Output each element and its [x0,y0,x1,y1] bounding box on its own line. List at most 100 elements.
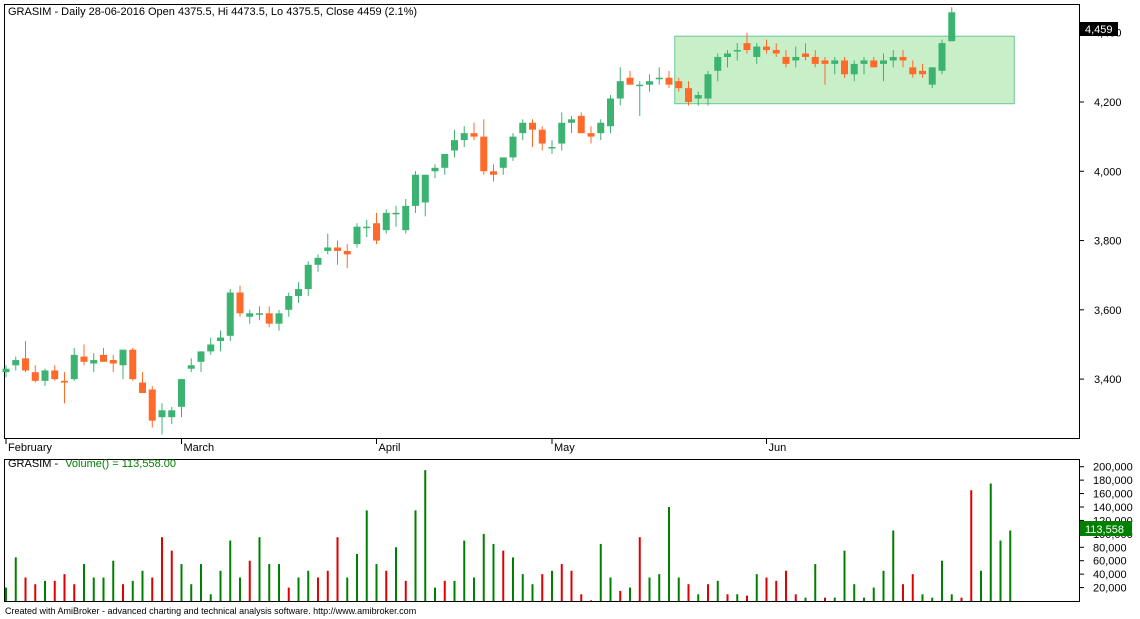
footer-credit: Created with AmiBroker - advanced charti… [5,606,417,616]
candle-54 [529,119,536,148]
candle-body [909,67,917,75]
candle-10 [100,347,107,362]
candle-58 [568,115,575,134]
candle-69 [675,77,683,92]
candle-body [460,133,468,141]
candle-body [431,167,439,172]
candle-24 [236,285,244,317]
candle-79 [772,43,780,57]
candle-15 [148,386,156,428]
candle-63 [616,67,624,106]
candle-86 [841,56,848,78]
candle-89 [870,56,878,68]
month-label: Jun [769,442,787,454]
candle-45 [441,153,449,175]
candle-23 [226,289,234,342]
candle-78 [763,39,770,54]
last-volume-marker: 113,558 [1080,521,1132,536]
candle-46 [451,129,458,158]
candle-body [178,379,185,407]
candle-51 [499,157,507,175]
candle-body [646,81,653,85]
candle-body [616,81,624,99]
candle-47 [460,126,468,148]
candle-body [636,84,644,87]
candle-body [724,53,731,57]
candle-1 [12,356,20,371]
candle-body [51,370,59,380]
candle-body [607,98,614,127]
candle-11 [109,354,117,373]
candle-body [880,60,887,64]
candle-body [626,77,634,85]
candle-74 [724,50,731,68]
volume-tick-label: 180,000 [1093,475,1133,487]
last-volume-label: 113,558 [1085,524,1124,536]
candle-body [285,295,293,310]
candle-33 [324,233,332,255]
candle-75 [733,43,741,61]
month-label: May [554,442,575,454]
candle-body [265,313,273,324]
candle-57 [558,112,566,151]
candle-body [597,122,605,134]
candle-body [490,171,497,175]
candle-39 [382,209,390,234]
candle-body [119,349,127,366]
candle-22 [217,330,224,352]
candle-body [334,247,341,251]
candle-body [548,147,556,149]
candle-31 [304,261,312,296]
month-label: April [379,442,401,454]
candle-83 [811,50,819,68]
candle-body [870,60,878,68]
candle-66 [646,74,653,92]
candle-17 [168,406,176,425]
candle-77 [753,43,761,64]
candles-layer [2,7,956,435]
candle-body [733,50,741,52]
candle-body [753,46,761,57]
candle-90 [880,53,887,82]
candle-body [480,136,488,172]
candle-68 [665,70,673,89]
candle-body [899,56,907,61]
candle-body [714,56,722,71]
volume-label-symbol: GRASIM - [8,458,58,470]
candle-97 [948,7,956,42]
candle-body [109,360,117,364]
candle-94 [919,63,926,78]
candle-body [889,56,897,61]
candle-body [655,77,663,80]
candle-84 [821,56,829,85]
candle-body [841,60,848,75]
candle-49 [480,119,488,175]
volume-bars-layer [5,470,1012,601]
candle-body [382,212,390,231]
candle-0 [2,365,10,378]
candle-body [129,349,137,380]
candle-body [802,53,809,57]
candle-37 [363,219,371,238]
candle-29 [285,292,293,317]
candle-76 [743,32,751,54]
volume-tick-label: 140,000 [1093,502,1133,514]
candle-18 [178,379,185,418]
candle-body [236,292,244,314]
candle-55 [538,126,546,151]
candle-body [197,351,205,362]
candle-body [792,56,800,61]
candle-59 [577,112,585,134]
candle-body [568,119,575,123]
price-tick-label: 4,000 [1094,166,1122,178]
candle-56 [548,140,556,154]
candle-40 [392,205,400,227]
candle-71 [694,91,702,106]
price-tick-label: 3,400 [1094,374,1122,386]
candle-2 [22,341,29,373]
candle-body [811,56,819,64]
candle-body [80,356,88,362]
candle-body [919,70,926,75]
candle-body [441,153,449,168]
